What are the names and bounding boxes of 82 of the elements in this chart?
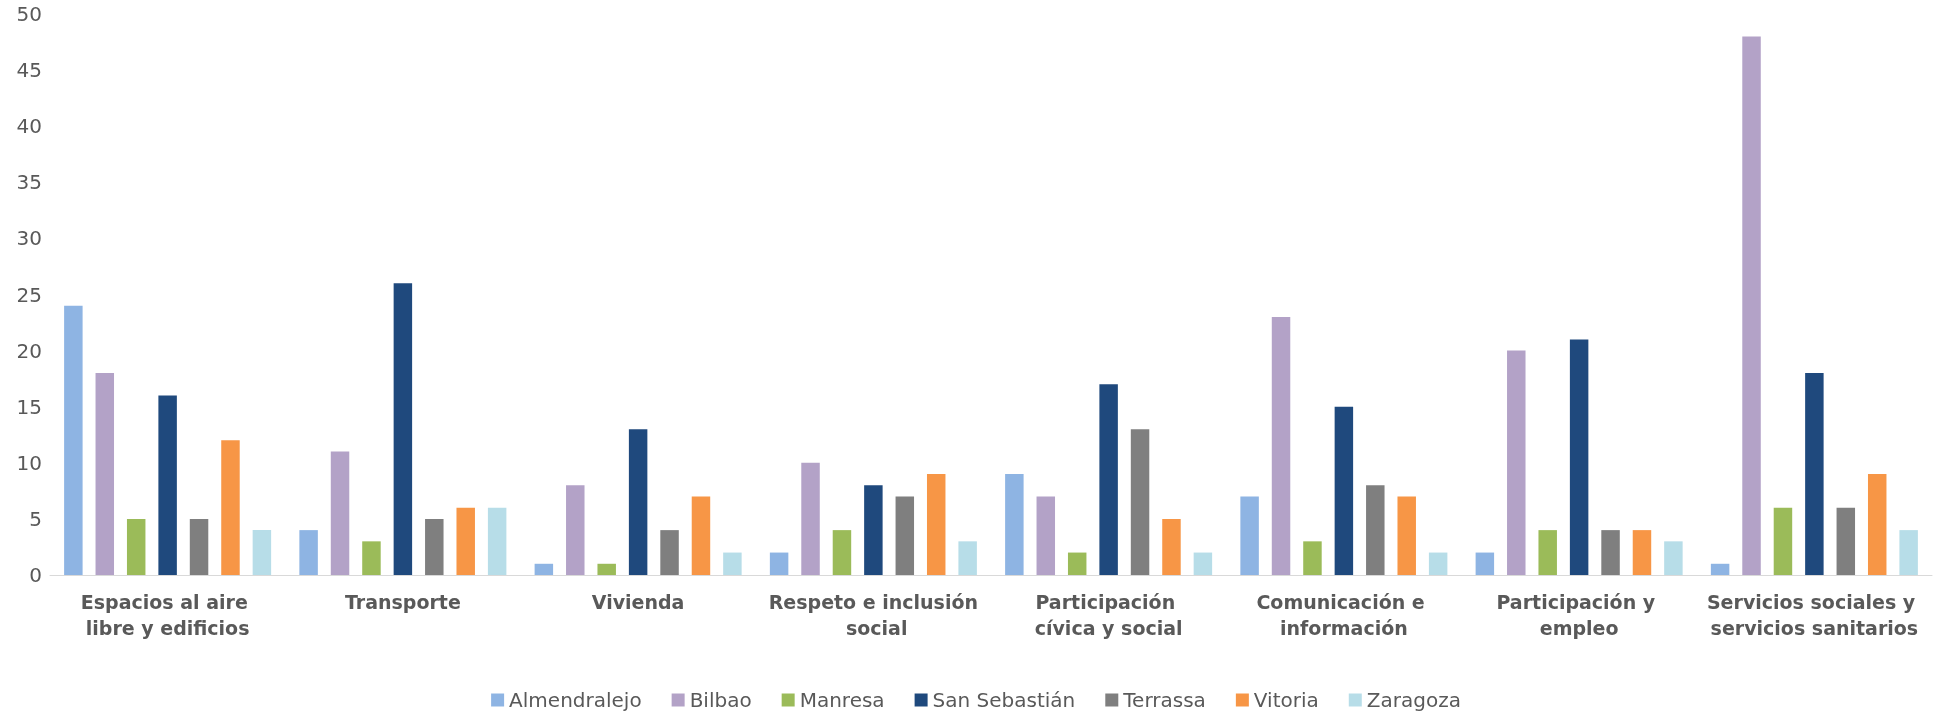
bar <box>1632 530 1652 575</box>
bar <box>1271 316 1291 575</box>
bar <box>1240 496 1259 575</box>
bar <box>487 507 507 575</box>
bar <box>1664 541 1683 575</box>
x-tick-label: Participación y empleo <box>1496 591 1662 639</box>
legend-label: Bilbao <box>689 688 752 712</box>
bar <box>1366 485 1385 575</box>
legend-label: Vitoria <box>1253 688 1319 712</box>
bar <box>801 462 820 575</box>
bar <box>1036 496 1056 575</box>
x-tick-label: Comunicación e información <box>1256 591 1432 639</box>
bar <box>895 496 915 575</box>
bar <box>1303 541 1322 575</box>
x-tick-label: Espacios al aire libre y edificios <box>80 591 255 639</box>
y-tick-label: 30 <box>16 226 42 251</box>
bar <box>628 429 648 575</box>
bar <box>958 541 977 575</box>
bar <box>660 530 679 575</box>
x-tick-label: Transporte <box>344 591 461 613</box>
legend-label: San Sebastián <box>932 688 1076 712</box>
bar <box>926 474 946 575</box>
bar <box>691 496 711 575</box>
bar <box>330 451 350 575</box>
y-tick-label: 45 <box>16 58 42 83</box>
bar <box>1710 563 1730 575</box>
bar <box>252 530 272 575</box>
bar <box>1428 552 1448 575</box>
bar <box>425 518 444 575</box>
bar <box>1099 384 1118 575</box>
legend-label: Almendralejo <box>509 688 642 712</box>
bar <box>95 373 115 575</box>
bar <box>1130 429 1150 575</box>
bar <box>393 283 413 575</box>
bar <box>1836 507 1856 575</box>
bar <box>1397 496 1416 575</box>
legend-label: Manresa <box>799 688 885 712</box>
y-tick-label: 10 <box>16 450 42 475</box>
bar <box>1538 530 1557 575</box>
x-tick-label: Servicios sociales y servicios sanitarios <box>1706 591 1922 639</box>
bar <box>1005 474 1024 575</box>
bar <box>126 518 146 575</box>
y-tick-label: 50 <box>16 2 42 26</box>
bar <box>597 563 616 575</box>
bar <box>566 485 585 575</box>
bar <box>1805 373 1824 575</box>
x-tick-label: Respeto e inclusión social <box>768 591 979 639</box>
bar <box>158 395 177 575</box>
bar <box>1507 350 1526 575</box>
bar <box>1601 530 1620 575</box>
bar <box>1569 339 1589 575</box>
bar <box>769 552 789 575</box>
bar <box>832 530 852 575</box>
y-tick-label: 15 <box>16 394 42 419</box>
bar <box>1067 552 1087 575</box>
bar <box>1162 518 1181 575</box>
bar <box>1742 36 1761 575</box>
bar <box>864 485 883 575</box>
legend-label: Terrassa <box>1122 688 1206 712</box>
bar <box>723 552 742 575</box>
y-tick-label: 0 <box>29 563 42 587</box>
y-tick-label: 20 <box>16 338 42 363</box>
bar <box>1475 552 1495 575</box>
bar <box>1193 552 1213 575</box>
bar <box>1867 474 1887 575</box>
y-tick-label: 40 <box>16 114 42 139</box>
x-tick-label: Vivienda <box>591 591 685 613</box>
bar <box>64 305 83 575</box>
bar <box>1334 406 1354 575</box>
bar <box>221 440 240 575</box>
bar <box>534 563 554 575</box>
bar <box>456 507 475 575</box>
bar <box>189 518 209 575</box>
x-tick-label: Participación cívica y social <box>1034 591 1183 639</box>
bar <box>362 541 381 575</box>
bar <box>299 530 318 575</box>
legend-label: Zaragoza <box>1366 688 1461 712</box>
y-tick-label: 5 <box>29 506 42 531</box>
y-tick-label: 35 <box>16 170 42 195</box>
y-tick-label: 25 <box>16 282 42 307</box>
bar <box>1773 507 1793 575</box>
bar <box>1899 530 1918 575</box>
